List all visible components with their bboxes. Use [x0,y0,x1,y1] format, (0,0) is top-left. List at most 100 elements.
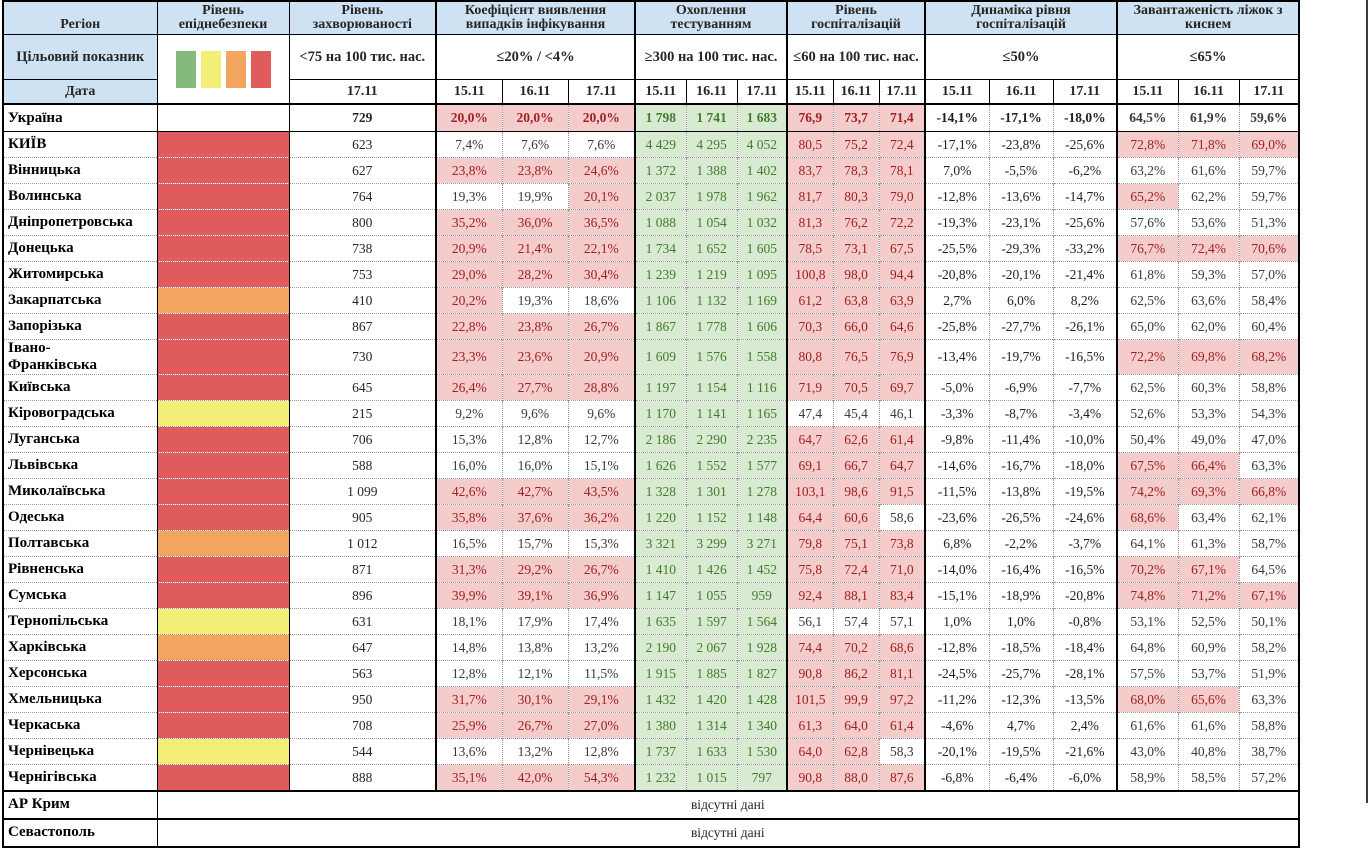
coefficient-value: 22,8% [435,313,502,340]
dynamics-value: 1,0% [988,608,1053,635]
testing-value: 1 169 [736,287,787,314]
hospitalization-value: 75,1 [832,530,879,557]
hospitalization-value: 70,3 [786,313,833,340]
testing-value: 1 088 [634,209,686,236]
oxygen-beds-value: 57,6% [1116,209,1179,236]
dynamics-value: -20,8% [924,261,989,288]
coefficient-value: 42,0% [501,764,568,791]
hospitalization-value: 68,6 [878,634,925,661]
testing-value: 1 737 [634,738,686,765]
coefficient-value: 17,9% [501,608,568,635]
incidence-value: 708 [288,712,436,739]
coefficient-value: 12,8% [435,660,502,687]
dynamics-value: -16,5% [1052,339,1118,375]
date-cell: 15.11 [786,79,833,104]
hospitalization-value: 73,1 [832,235,879,262]
hospitalization-value: 100,8 [786,261,833,288]
testing-value: 1 197 [634,374,686,401]
coefficient-value: 20,0% [567,104,635,132]
testing-value: 1 219 [685,261,737,288]
hospitalization-value: 76,9 [786,104,833,132]
oxygen-beds-value: 64,1% [1116,530,1179,557]
incidence-value: 905 [288,504,436,531]
column-header-hospitalization-dynamics: Динаміка рівня госпіталізацій [923,1,1118,35]
coefficient-value: 12,1% [501,660,568,687]
coefficient-value: 36,9% [567,582,635,609]
oxygen-beds-value: 76,7% [1116,235,1179,262]
oxygen-beds-value: 61,3% [1177,530,1240,557]
hospitalization-value: 80,5 [786,131,833,158]
dynamics-value: -6,8% [924,764,989,791]
coefficient-value: 12,8% [501,426,568,453]
oxygen-beds-value: 62,2% [1177,183,1240,210]
oxygen-beds-value: 60,9% [1177,634,1240,661]
coefficient-value: 16,5% [435,530,502,557]
dynamics-value: -18,9% [988,582,1053,609]
dynamics-value: -18,5% [988,634,1053,661]
hospitalization-value: 81,1 [878,660,925,687]
testing-value: 1 055 [685,582,737,609]
testing-value: 1 132 [685,287,737,314]
oxygen-beds-value: 63,6% [1177,287,1240,314]
dynamics-value: -20,8% [1052,582,1118,609]
hospitalization-value: 56,1 [786,608,833,635]
oxygen-beds-value: 63,2% [1116,157,1179,184]
dynamics-value: 7,0% [924,157,989,184]
hospitalization-value: 91,5 [878,478,925,505]
dynamics-value: -16,7% [988,452,1053,479]
oxygen-beds-value: 72,2% [1116,339,1179,375]
target-dynamics: ≤50% [923,34,1118,80]
oxygen-beds-value: 63,4% [1177,504,1240,531]
testing-value: 1 328 [634,478,686,505]
oxygen-beds-value: 61,6% [1177,712,1240,739]
hospitalization-value: 78,1 [878,157,925,184]
incidence-value: 729 [288,104,436,132]
table-row: Севастополь відсутні дані [3,818,1300,847]
coefficient-value: 31,7% [435,686,502,713]
dynamics-value: -4,6% [924,712,989,739]
hospitalization-value: 87,6 [878,764,925,791]
coefficient-value: 39,1% [501,582,568,609]
hospitalization-value: 98,6 [832,478,879,505]
testing-value: 3 321 [634,530,686,557]
testing-value: 1 372 [634,157,686,184]
hospitalization-value: 69,7 [878,374,925,401]
oxygen-beds-value: 71,8% [1177,131,1240,158]
oxygen-beds-value: 68,6% [1116,504,1179,531]
column-header-hospitalization-level: Рівень госпіталізацій [786,1,925,35]
oxygen-beds-value: 58,7% [1238,530,1300,557]
table-row: Чернівецька 544 13,6% 13,2% 12,8% 1 737 1 633 1… [3,738,1300,765]
oxygen-beds-value: 61,9% [1177,104,1240,132]
coefficient-value: 23,8% [501,157,568,184]
oxygen-beds-value: 74,2% [1116,478,1179,505]
column-header-detection-coefficient: Коефіцієнт виявлення випадків інфікуванн… [435,1,635,35]
testing-value: 1 152 [685,504,737,531]
region-name: Кіровоградська [8,404,115,421]
oxygen-beds-value: 65,6% [1177,686,1240,713]
oxygen-beds-value: 61,8% [1116,261,1179,288]
region-name: Житомирська [8,266,104,283]
oxygen-beds-value: 53,1% [1116,608,1179,635]
dynamics-value: -26,1% [1052,313,1118,340]
hospitalization-value: 80,3 [832,183,879,210]
dynamics-value: -7,7% [1052,374,1118,401]
hospitalization-value: 72,4 [832,556,879,583]
coefficient-value: 36,5% [567,209,635,236]
hospitalization-value: 62,8 [832,738,879,765]
dynamics-value: -15,1% [924,582,989,609]
coefficient-value: 20,9% [567,339,635,375]
testing-value: 1 885 [685,660,737,687]
coefficient-value: 21,4% [501,235,568,262]
hospitalization-value: 72,4 [878,131,925,158]
oxygen-beds-value: 59,7% [1238,157,1300,184]
coefficient-value: 42,7% [501,478,568,505]
testing-value: 3 299 [685,530,737,557]
oxygen-beds-value: 64,5% [1116,104,1179,132]
dynamics-value: -28,1% [1052,660,1118,687]
date-cell: 17.11 [736,79,787,104]
incidence-value: 627 [288,157,436,184]
incidence-value: 410 [288,287,436,314]
testing-value: 4 295 [685,131,737,158]
coefficient-value: 30,4% [567,261,635,288]
oxygen-beds-value: 50,4% [1116,426,1179,453]
